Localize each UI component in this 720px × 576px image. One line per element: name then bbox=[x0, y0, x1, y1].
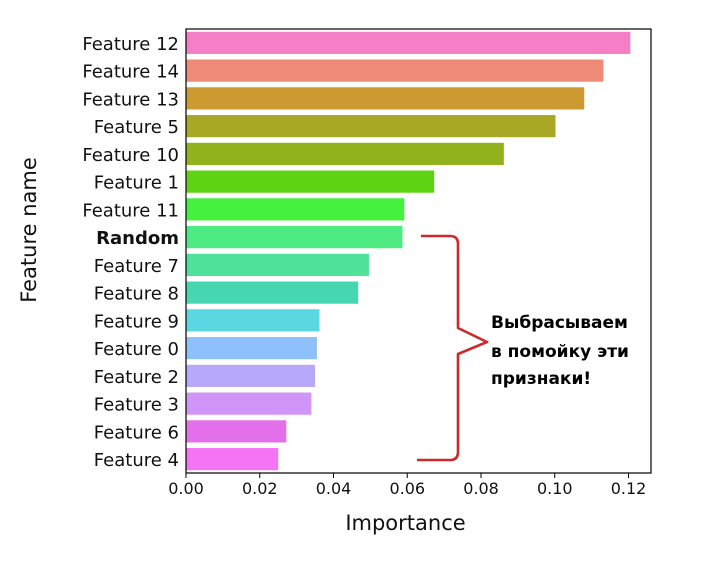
x-tick-label: 0.02 bbox=[242, 479, 278, 498]
bar-feature-8 bbox=[186, 281, 359, 304]
x-tick-label: 0.12 bbox=[611, 479, 647, 498]
annotation-line-3: признаки! bbox=[491, 369, 591, 389]
bar-feature-9 bbox=[186, 309, 320, 332]
category-label: Feature 11 bbox=[82, 200, 179, 221]
bar-feature-13 bbox=[186, 87, 585, 110]
category-label: Feature 9 bbox=[94, 311, 179, 332]
y-axis-title: Feature name bbox=[17, 157, 41, 303]
category-label: Feature 12 bbox=[82, 34, 179, 55]
category-label: Feature 4 bbox=[94, 450, 179, 471]
x-axis-title: Importance bbox=[345, 511, 465, 535]
category-label: Feature 13 bbox=[82, 89, 179, 110]
x-tick-label: 0.10 bbox=[537, 479, 573, 498]
bar-feature-5 bbox=[186, 115, 556, 138]
category-label: Random bbox=[96, 228, 179, 249]
category-label: Feature 14 bbox=[82, 62, 179, 83]
x-tick-label: 0.08 bbox=[463, 479, 499, 498]
bar-feature-1 bbox=[186, 170, 435, 193]
bar-feature-12 bbox=[186, 31, 631, 54]
x-axis-ticks: 0.00 0.02 0.04 0.06 0.08 0.10 0.12 bbox=[168, 473, 646, 498]
bar-feature-0 bbox=[186, 337, 317, 360]
bar-feature-2 bbox=[186, 364, 316, 387]
bar-feature-11 bbox=[186, 198, 405, 221]
x-tick-label: 0.06 bbox=[389, 479, 425, 498]
category-label: Feature 8 bbox=[94, 284, 179, 305]
bar-feature-3 bbox=[186, 392, 312, 415]
category-label: Feature 10 bbox=[82, 145, 179, 166]
bar-feature-6 bbox=[186, 420, 287, 443]
category-labels: Feature 12 Feature 14 Feature 13 Feature 5 F… bbox=[82, 34, 179, 471]
x-tick-label: 0.00 bbox=[168, 479, 204, 498]
bar-feature-14 bbox=[186, 59, 604, 82]
category-label: Feature 5 bbox=[94, 117, 179, 138]
annotation-bracket bbox=[417, 234, 489, 462]
bar-random bbox=[186, 226, 403, 249]
bar-feature-7 bbox=[186, 253, 369, 276]
x-tick-label: 0.04 bbox=[316, 479, 352, 498]
category-label: Feature 7 bbox=[94, 256, 179, 277]
category-label: Feature 6 bbox=[94, 422, 179, 443]
annotation-line-2: в помойку эти bbox=[491, 342, 629, 362]
plot-frame bbox=[185, 28, 652, 474]
annotation-line-1: Выбрасываем bbox=[491, 313, 628, 333]
bars-group bbox=[186, 31, 631, 471]
category-label: Feature 1 bbox=[94, 173, 179, 194]
category-label: Feature 3 bbox=[94, 395, 179, 416]
category-label: Feature 0 bbox=[94, 339, 179, 360]
bar-feature-10 bbox=[186, 142, 504, 165]
bar-feature-4 bbox=[186, 448, 279, 471]
category-label: Feature 2 bbox=[94, 367, 179, 388]
